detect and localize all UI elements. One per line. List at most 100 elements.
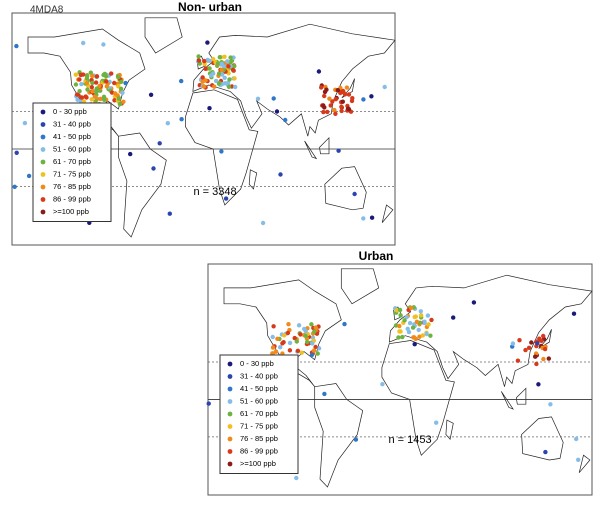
station-dot — [286, 322, 291, 327]
station-dot — [298, 332, 303, 337]
station-dot — [83, 94, 88, 99]
station-dot — [211, 71, 216, 76]
station-dot — [396, 335, 401, 340]
station-dot — [203, 78, 208, 83]
station-dot — [517, 338, 522, 343]
station-dot — [352, 191, 357, 197]
land — [324, 166, 367, 211]
station-dot — [179, 117, 184, 122]
station-dot — [89, 85, 95, 90]
station-dot — [202, 58, 207, 64]
station-dot — [542, 346, 548, 352]
station-dot — [90, 73, 95, 79]
station-dot — [393, 323, 399, 328]
station-dot — [471, 300, 477, 305]
station-dot — [287, 340, 293, 346]
station-dot — [22, 120, 28, 126]
station-dot — [333, 97, 338, 102]
station-dot — [344, 85, 350, 90]
station-dot — [79, 81, 84, 87]
station-dot — [418, 313, 424, 318]
station-dot — [322, 391, 327, 397]
legend-box — [32, 102, 112, 222]
station-dot — [196, 54, 201, 59]
station-dot — [411, 335, 416, 340]
station-dot — [278, 345, 283, 350]
station-dot — [226, 84, 232, 90]
station-dot — [418, 309, 423, 314]
station-dot — [270, 345, 276, 350]
station-dot — [313, 325, 318, 330]
legend-swatch — [227, 436, 233, 442]
station-dot — [102, 71, 108, 77]
station-dot — [361, 216, 366, 221]
station-dot — [203, 66, 208, 72]
station-dot — [434, 420, 439, 425]
station-dot — [84, 76, 90, 81]
station-dot — [88, 70, 94, 75]
station-dot — [339, 104, 344, 110]
station-dot — [73, 72, 79, 77]
station-dot — [118, 86, 124, 92]
legend-swatch — [40, 147, 46, 152]
station-dot — [120, 90, 125, 96]
station-dot — [328, 103, 333, 108]
station-dot — [79, 95, 84, 100]
station-dot — [227, 77, 232, 82]
station-dot — [117, 102, 123, 107]
station-dot — [101, 94, 107, 100]
station-dot — [546, 356, 551, 361]
station-dot — [294, 339, 299, 344]
station-dot — [207, 106, 212, 111]
station-dot — [315, 351, 320, 356]
station-dot — [310, 341, 315, 346]
station-dot — [77, 77, 82, 82]
legend-swatch — [227, 411, 233, 417]
station-dot — [340, 99, 345, 104]
station-dot — [278, 172, 283, 177]
station-dot — [322, 105, 327, 110]
land — [388, 274, 593, 387]
station-dot — [429, 317, 434, 323]
land — [118, 132, 167, 238]
station-dot — [339, 108, 344, 114]
station-dot — [571, 311, 577, 316]
station-dot — [12, 184, 17, 189]
station-dot — [109, 71, 114, 76]
station-dot — [219, 61, 224, 66]
station-dot — [397, 329, 402, 334]
station-dot — [541, 333, 546, 339]
station-dot — [327, 96, 332, 101]
station-dot — [271, 324, 276, 329]
station-dot — [346, 92, 352, 97]
station-dot — [200, 75, 205, 80]
station-dot — [148, 92, 154, 98]
station-dot — [407, 320, 413, 326]
station-dot — [382, 84, 387, 90]
legend-label: 31 - 40 ppb — [240, 371, 278, 380]
station-dot — [216, 71, 222, 76]
station-dot — [157, 141, 162, 146]
station-dot — [255, 96, 261, 102]
station-dot — [529, 340, 534, 345]
station-dot — [75, 97, 80, 103]
station-dot — [426, 322, 431, 327]
station-dot — [217, 55, 222, 60]
station-dot — [73, 82, 79, 87]
metric-label: 4MDA8 — [30, 5, 64, 16]
panel-title: Urban — [359, 249, 394, 263]
station-dot — [219, 67, 224, 73]
legend-swatch — [40, 109, 46, 115]
station-dot — [123, 80, 128, 86]
legend-swatch — [40, 134, 46, 140]
station-dot — [223, 196, 229, 201]
station-dot — [74, 92, 80, 97]
station-dot — [534, 361, 539, 367]
station-dot — [230, 67, 236, 73]
station-dot — [422, 319, 427, 324]
land — [248, 169, 258, 190]
station-dot — [398, 313, 403, 318]
sample-count: n = 3348 — [193, 186, 236, 198]
station-dot — [330, 99, 335, 104]
station-dot — [215, 61, 221, 66]
